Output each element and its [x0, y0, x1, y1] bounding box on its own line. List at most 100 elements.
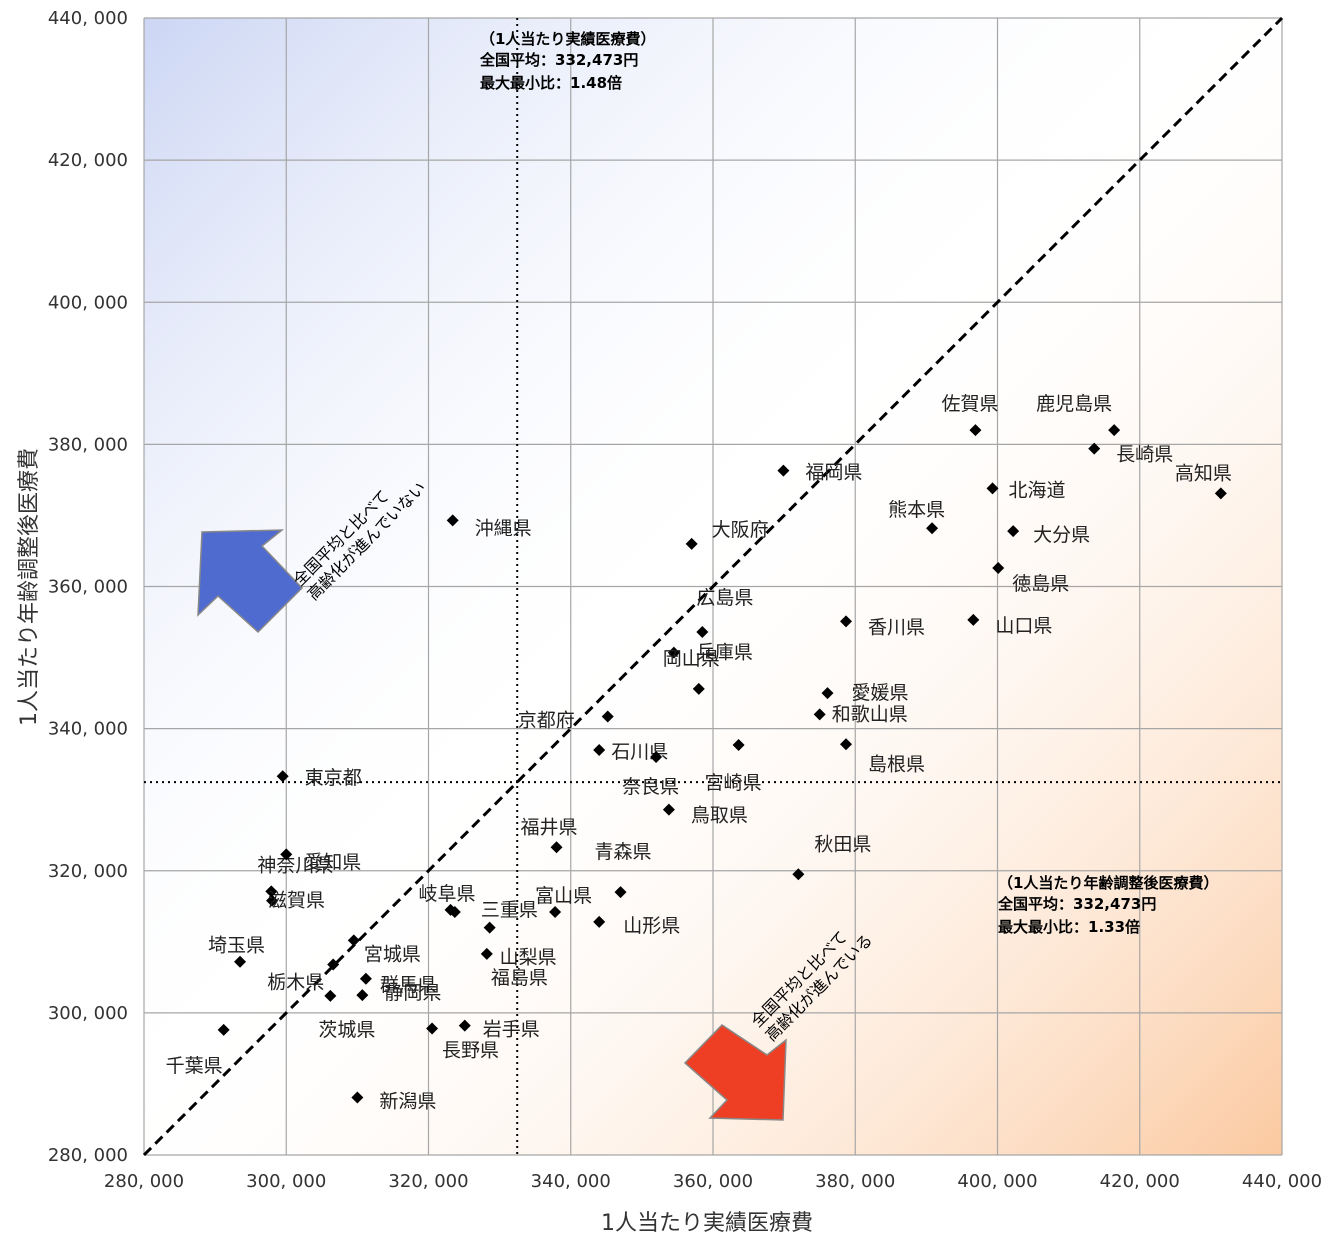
point-label: 福岡県	[805, 462, 862, 484]
data-point	[448, 905, 461, 918]
data-point	[276, 770, 289, 783]
y-axis-title: 1人当たり年齢調整後医療費	[17, 448, 42, 726]
x-tick-label: 360, 000	[673, 1171, 753, 1192]
y-tick-label: 420, 000	[48, 150, 128, 171]
y-tick-label: 400, 000	[48, 292, 128, 313]
data-point	[777, 464, 790, 477]
data-point	[347, 934, 360, 947]
x-tick-label: 380, 000	[815, 1171, 895, 1192]
data-point	[840, 738, 853, 751]
point-label: 宮崎県	[705, 772, 762, 794]
top-note-line3: 最大最小比：1.48倍	[480, 74, 622, 92]
x-tick-label: 300, 000	[246, 1171, 326, 1192]
point-label: 群馬県	[380, 974, 437, 996]
data-point	[550, 841, 563, 854]
point-label: 宮城県	[364, 943, 421, 965]
point-label: 静岡県	[384, 982, 441, 1004]
x-tick-label: 420, 000	[1100, 1171, 1180, 1192]
right-note: （1人当たり年齢調整後医療費） 全国平均：332,473円 最大最小比：1.33…	[997, 874, 1218, 936]
x-axis-title: 1人当たり実績医療費	[601, 1211, 813, 1236]
point-label: 熊本県	[888, 499, 945, 521]
y-tick-label: 300, 000	[48, 1003, 128, 1024]
point-label: 広島県	[696, 587, 753, 609]
point-label: 愛知県	[304, 851, 361, 873]
point-label: 大分県	[1033, 524, 1090, 546]
point-label: 大阪府	[712, 519, 769, 541]
y-tick-label: 360, 000	[48, 577, 128, 598]
point-label: 神奈川県	[257, 854, 333, 876]
top-note-line1: （1人当たり実績医療費）	[480, 30, 655, 48]
point-label: 島根県	[868, 753, 925, 775]
reference-lines	[142, 16, 1284, 1157]
data-point	[324, 989, 337, 1002]
data-point	[483, 921, 496, 934]
data-point	[280, 848, 293, 861]
data-point	[667, 646, 680, 659]
data-point	[217, 1023, 230, 1036]
data-point	[356, 989, 369, 1002]
data-point	[685, 537, 698, 550]
data-point	[992, 562, 1005, 575]
data-point	[265, 885, 278, 898]
point-label: 沖縄県	[475, 517, 532, 539]
point-label: 鳥取県	[691, 805, 748, 827]
diagonal-line	[142, 16, 1284, 1157]
point-label: 兵庫県	[696, 642, 753, 664]
data-point	[1088, 442, 1101, 455]
data-point	[650, 751, 663, 764]
right-note-line1: （1人当たり年齢調整後医療費）	[998, 874, 1218, 892]
point-label: 山形県	[623, 915, 680, 937]
point-label: 茨城県	[318, 1019, 375, 1041]
data-point	[969, 424, 982, 437]
point-label: 長野県	[442, 1040, 499, 1062]
point-label: 山口県	[995, 615, 1052, 637]
data-point	[359, 972, 372, 985]
point-label: 鹿児島県	[1036, 393, 1112, 415]
point-label: 香川県	[868, 616, 925, 638]
point-label: 秋田県	[814, 833, 871, 855]
y-tick-label: 340, 000	[48, 719, 128, 740]
data-point	[792, 868, 805, 881]
point-label: 福井県	[521, 816, 578, 838]
data-point	[480, 947, 493, 960]
data-point	[840, 615, 853, 628]
point-label: 徳島県	[1012, 573, 1069, 595]
y-tick-label: 280, 000	[48, 1145, 128, 1166]
data-point	[967, 613, 980, 626]
y-tick-labels: 280, 000 300, 000 320, 000 340, 000 360, 000…	[48, 8, 128, 1166]
x-tick-label: 320, 000	[388, 1171, 468, 1192]
data-point	[446, 514, 459, 527]
right-note-line3: 最大最小比：1.33倍	[998, 918, 1140, 936]
data-point	[692, 682, 705, 695]
point-label: 愛媛県	[852, 682, 909, 704]
x-tick-label: 340, 000	[531, 1171, 611, 1192]
data-point	[549, 905, 562, 918]
x-tick-label: 400, 000	[957, 1171, 1037, 1192]
data-point	[1108, 424, 1121, 437]
x-tick-labels: 280, 000 300, 000 320, 000 340, 000 360, 000…	[104, 1171, 1322, 1192]
point-label: 新潟県	[379, 1090, 436, 1112]
y-tick-label: 440, 000	[48, 8, 128, 29]
point-label: 富山県	[535, 885, 592, 907]
point-label: 三重県	[481, 899, 538, 921]
top-note-line2: 全国平均：332,473円	[479, 51, 638, 69]
point-label: 東京都	[305, 767, 362, 789]
y-tick-label: 380, 000	[48, 434, 128, 455]
point-label: 和歌山県	[832, 703, 908, 725]
point-label: 奈良県	[622, 776, 679, 798]
y-tick-label: 320, 000	[48, 861, 128, 882]
data-point	[458, 1019, 471, 1032]
x-tick-label: 280, 000	[104, 1171, 184, 1192]
point-label: 千葉県	[166, 1055, 223, 1077]
data-point	[1007, 525, 1020, 538]
data-point	[234, 955, 247, 968]
data-point	[926, 522, 939, 535]
top-note: （1人当たり実績医療費） 全国平均：332,473円 最大最小比：1.48倍	[479, 30, 655, 92]
data-point	[593, 743, 606, 756]
data-point	[266, 894, 279, 907]
point-label: 北海道	[1009, 479, 1066, 501]
data-point	[813, 708, 826, 721]
data-point	[732, 738, 745, 751]
